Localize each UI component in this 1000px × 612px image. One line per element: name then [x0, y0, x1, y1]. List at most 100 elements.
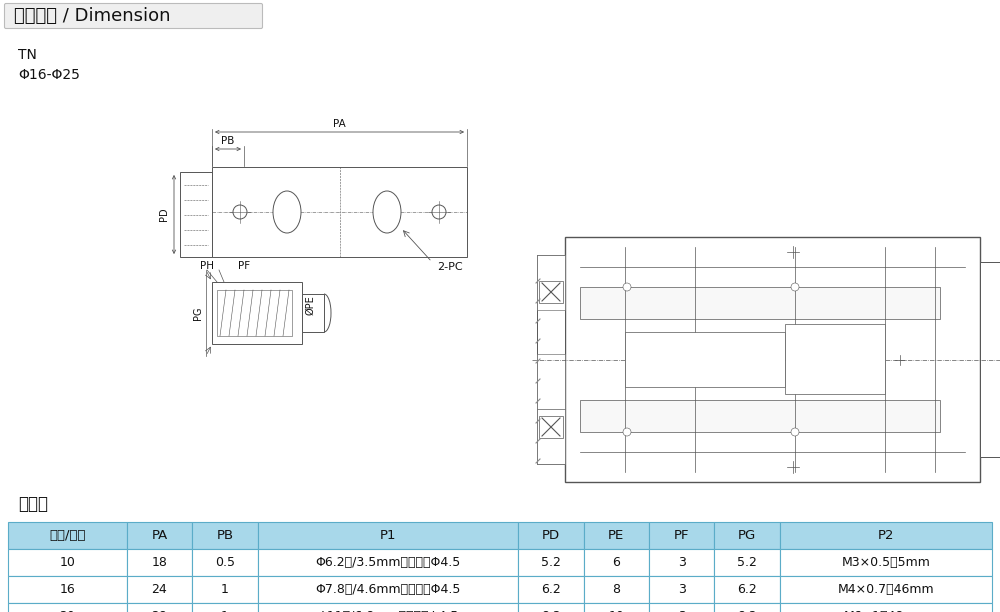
Text: 2-PC: 2-PC [437, 262, 463, 272]
Bar [180, 172, 212, 257]
Circle shape [791, 428, 799, 436]
Text: 1: 1 [221, 583, 229, 596]
Text: ØPE: ØPE [305, 295, 315, 315]
Circle shape [791, 283, 799, 291]
Text: 外形尺寸 / Dimension: 外形尺寸 / Dimension [14, 7, 170, 25]
Bar [537, 255, 565, 464]
Bar [537, 255, 565, 310]
Bar [565, 237, 980, 482]
Bar [518, 522, 584, 549]
Text: PD: PD [159, 207, 169, 222]
Text: 18: 18 [152, 556, 167, 569]
Text: 3: 3 [678, 610, 686, 612]
Bar [584, 522, 649, 549]
Text: PG: PG [738, 529, 756, 542]
Bar [518, 549, 584, 576]
Bar [8, 522, 127, 549]
Text: PD: PD [542, 529, 560, 542]
Bar [258, 549, 518, 576]
Bar [127, 549, 192, 576]
Bar [518, 603, 584, 612]
Circle shape [432, 205, 446, 219]
Bar [539, 416, 563, 438]
Text: Φ7.8深/4.6mm，通孔：Φ4.5: Φ7.8深/4.6mm，通孔：Φ4.5 [315, 583, 461, 596]
Bar [649, 603, 714, 612]
Bar [192, 522, 258, 549]
Bar [537, 409, 565, 464]
Bar [714, 576, 780, 603]
Bar [980, 262, 1000, 457]
Bar [192, 576, 258, 603]
Text: 1: 1 [221, 610, 229, 612]
Text: 16: 16 [60, 583, 75, 596]
Bar [584, 603, 649, 612]
Text: 5.2: 5.2 [737, 556, 757, 569]
Bar [714, 522, 780, 549]
Bar [192, 603, 258, 612]
Text: 3: 3 [678, 556, 686, 569]
Bar [780, 549, 992, 576]
Ellipse shape [373, 191, 401, 233]
Text: P2: P2 [878, 529, 894, 542]
Bar [649, 576, 714, 603]
Bar [518, 576, 584, 603]
Bar [649, 522, 714, 549]
Text: PF: PF [238, 261, 250, 271]
Text: PA: PA [151, 529, 168, 542]
Bar [649, 549, 714, 576]
Text: M4×0.7深46mm: M4×0.7深46mm [838, 583, 934, 596]
Text: 3: 3 [678, 583, 686, 596]
Bar [258, 522, 518, 549]
Bar [127, 522, 192, 549]
Bar [217, 290, 292, 336]
Circle shape [623, 283, 631, 291]
Bar [785, 324, 885, 394]
Bar [584, 576, 649, 603]
Text: PB: PB [216, 529, 233, 542]
Text: TN: TN [18, 48, 37, 62]
Text: 6.2: 6.2 [541, 583, 561, 596]
Bar [780, 576, 992, 603]
FancyBboxPatch shape [5, 4, 262, 29]
Bar [714, 549, 780, 576]
Text: 8: 8 [612, 583, 620, 596]
Text: M6×1深48mm: M6×1深48mm [844, 610, 928, 612]
Text: 28: 28 [152, 610, 167, 612]
Bar [714, 603, 780, 612]
Text: P1: P1 [380, 529, 396, 542]
Bar [127, 603, 192, 612]
Bar [625, 332, 785, 387]
Bar [127, 576, 192, 603]
Bar [8, 549, 127, 576]
Bar [584, 549, 649, 576]
Bar [302, 294, 324, 332]
Text: PB: PB [221, 136, 235, 146]
Bar [258, 603, 518, 612]
Text: M3×0.5深5mm: M3×0.5深5mm [842, 556, 930, 569]
Bar [537, 354, 565, 409]
Bar [780, 522, 992, 549]
Bar [580, 287, 940, 319]
Text: Φ16-Φ25: Φ16-Φ25 [18, 68, 80, 82]
Text: PF: PF [674, 529, 690, 542]
Bar [8, 603, 127, 612]
Text: PA: PA [333, 119, 346, 129]
Text: PE: PE [608, 529, 624, 542]
Bar [212, 167, 467, 257]
Bar [258, 576, 518, 603]
Text: 24: 24 [152, 583, 167, 596]
Bar [192, 549, 258, 576]
Text: PG: PG [193, 306, 203, 319]
Text: 尺寸表: 尺寸表 [18, 495, 48, 513]
Bar [212, 282, 302, 344]
Text: 20: 20 [59, 610, 75, 612]
Circle shape [623, 428, 631, 436]
Text: 5.2: 5.2 [541, 556, 561, 569]
Text: 8.2: 8.2 [737, 610, 757, 612]
Text: 6: 6 [612, 556, 620, 569]
Text: 10: 10 [59, 556, 75, 569]
Text: 0.5: 0.5 [215, 556, 235, 569]
Text: Φ11深/6.8mm，通孔：Φ4.5: Φ11深/6.8mm，通孔：Φ4.5 [317, 610, 459, 612]
Text: 10: 10 [608, 610, 624, 612]
Text: Φ6.2深/3.5mm，通孔：Φ4.5: Φ6.2深/3.5mm，通孔：Φ4.5 [315, 556, 461, 569]
